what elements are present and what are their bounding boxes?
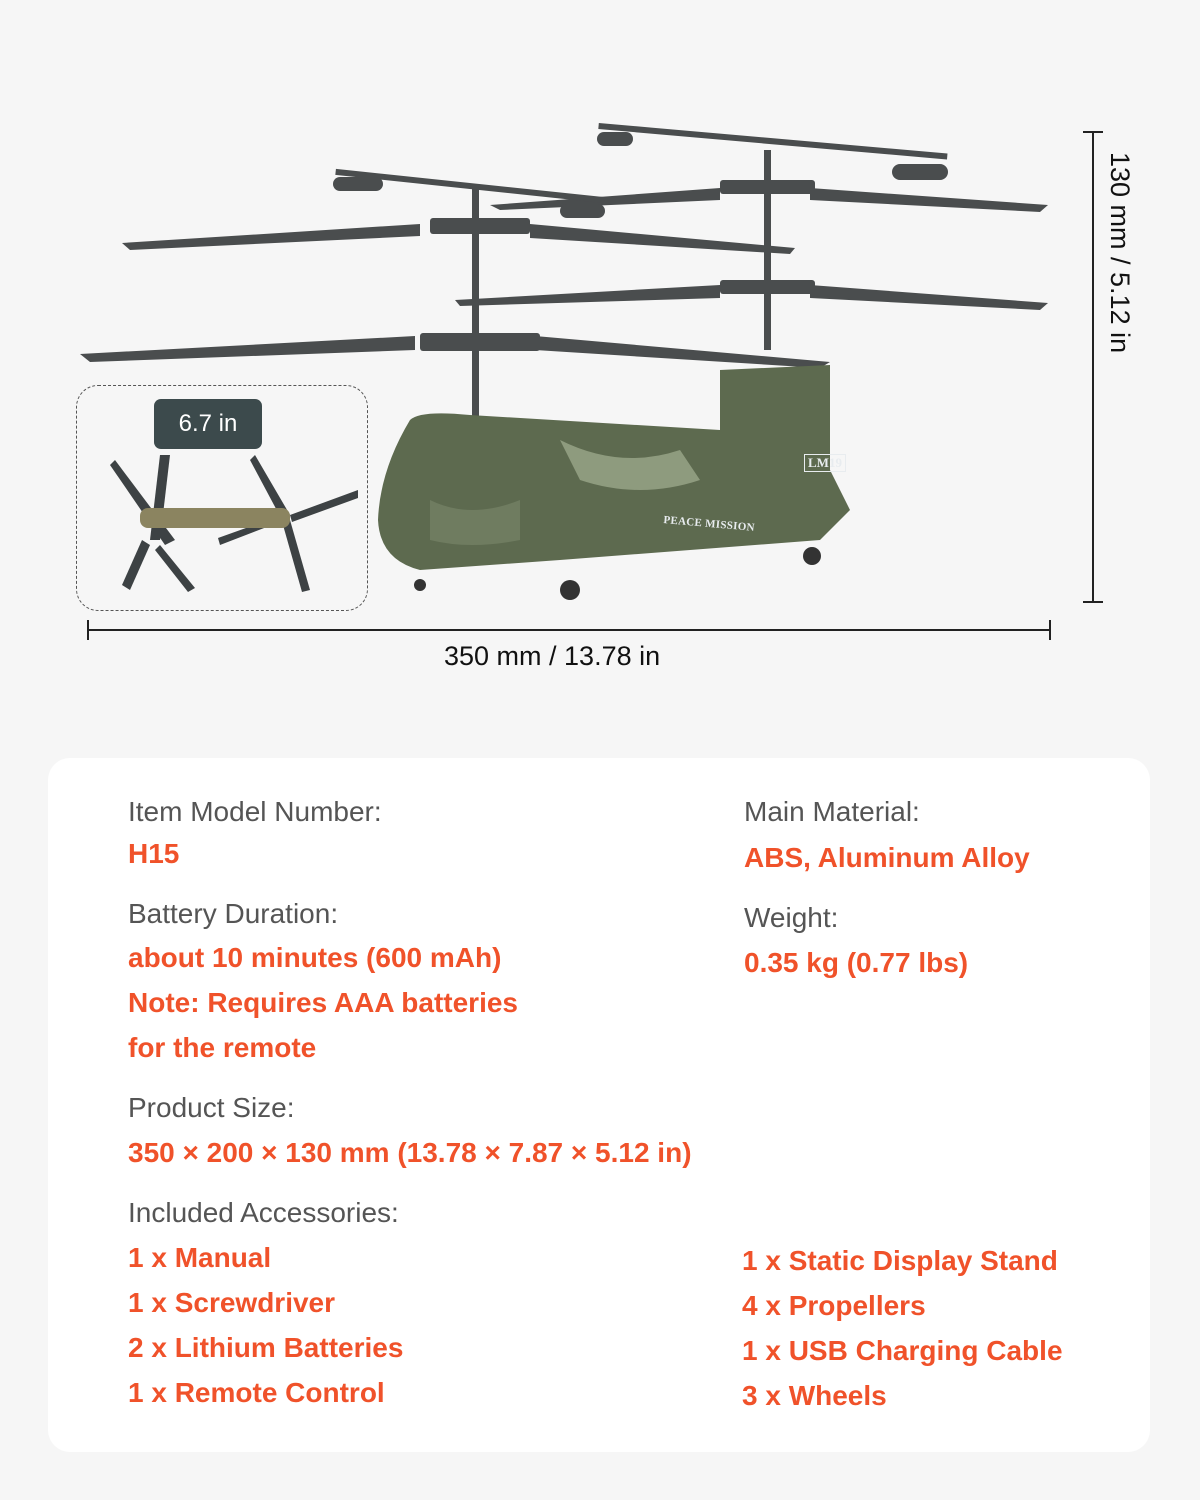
battery-note-cont: for the remote xyxy=(128,1032,317,1063)
accessory-item: 1 x USB Charging Cable xyxy=(742,1335,1063,1366)
specs-card: Item Model Number: H15 Main Material: AB… xyxy=(48,758,1150,1452)
size-label: Product Size: xyxy=(128,1092,295,1123)
accessory-item: 1 x Static Display Stand xyxy=(742,1245,1058,1276)
folded-view-inset xyxy=(76,385,368,611)
model-value: H15 xyxy=(128,838,180,869)
phone-size-reference: 6.7 in xyxy=(154,399,262,449)
length-dimension: 350 mm / 13.78 in xyxy=(444,641,661,671)
weight-value: 0.35 kg (0.77 lbs) xyxy=(744,947,969,978)
battery-note: Note: Requires AAA batteries xyxy=(128,987,519,1018)
accessory-item: 3 x Wheels xyxy=(742,1380,887,1411)
material-value: ABS, Aluminum Alloy xyxy=(744,842,1030,873)
weight-label: Weight: xyxy=(744,902,839,933)
accessory-item: 1 x Remote Control xyxy=(128,1377,385,1408)
model-label: Item Model Number: xyxy=(128,796,382,827)
size-value: 350 × 200 × 130 mm (13.78 × 7.87 × 5.12 … xyxy=(128,1137,692,1168)
accessory-item: 4 x Propellers xyxy=(742,1290,926,1321)
helicopter-tail-marking: LM19 xyxy=(804,454,846,472)
accessory-item: 1 x Manual xyxy=(128,1242,272,1273)
height-dimension: 130 mm / 5.12 in xyxy=(1105,152,1135,354)
material-label: Main Material: xyxy=(744,796,920,827)
phone-size-label: 6.7 in xyxy=(178,410,238,437)
battery-value: about 10 minutes (600 mAh) xyxy=(128,942,502,973)
helicopter-image xyxy=(80,123,1103,640)
accessory-item: 1 x Screwdriver xyxy=(128,1287,336,1318)
battery-label: Battery Duration: xyxy=(128,898,339,929)
accessories-label: Included Accessories: xyxy=(128,1197,399,1228)
accessory-item: 2 x Lithium Batteries xyxy=(128,1332,404,1363)
